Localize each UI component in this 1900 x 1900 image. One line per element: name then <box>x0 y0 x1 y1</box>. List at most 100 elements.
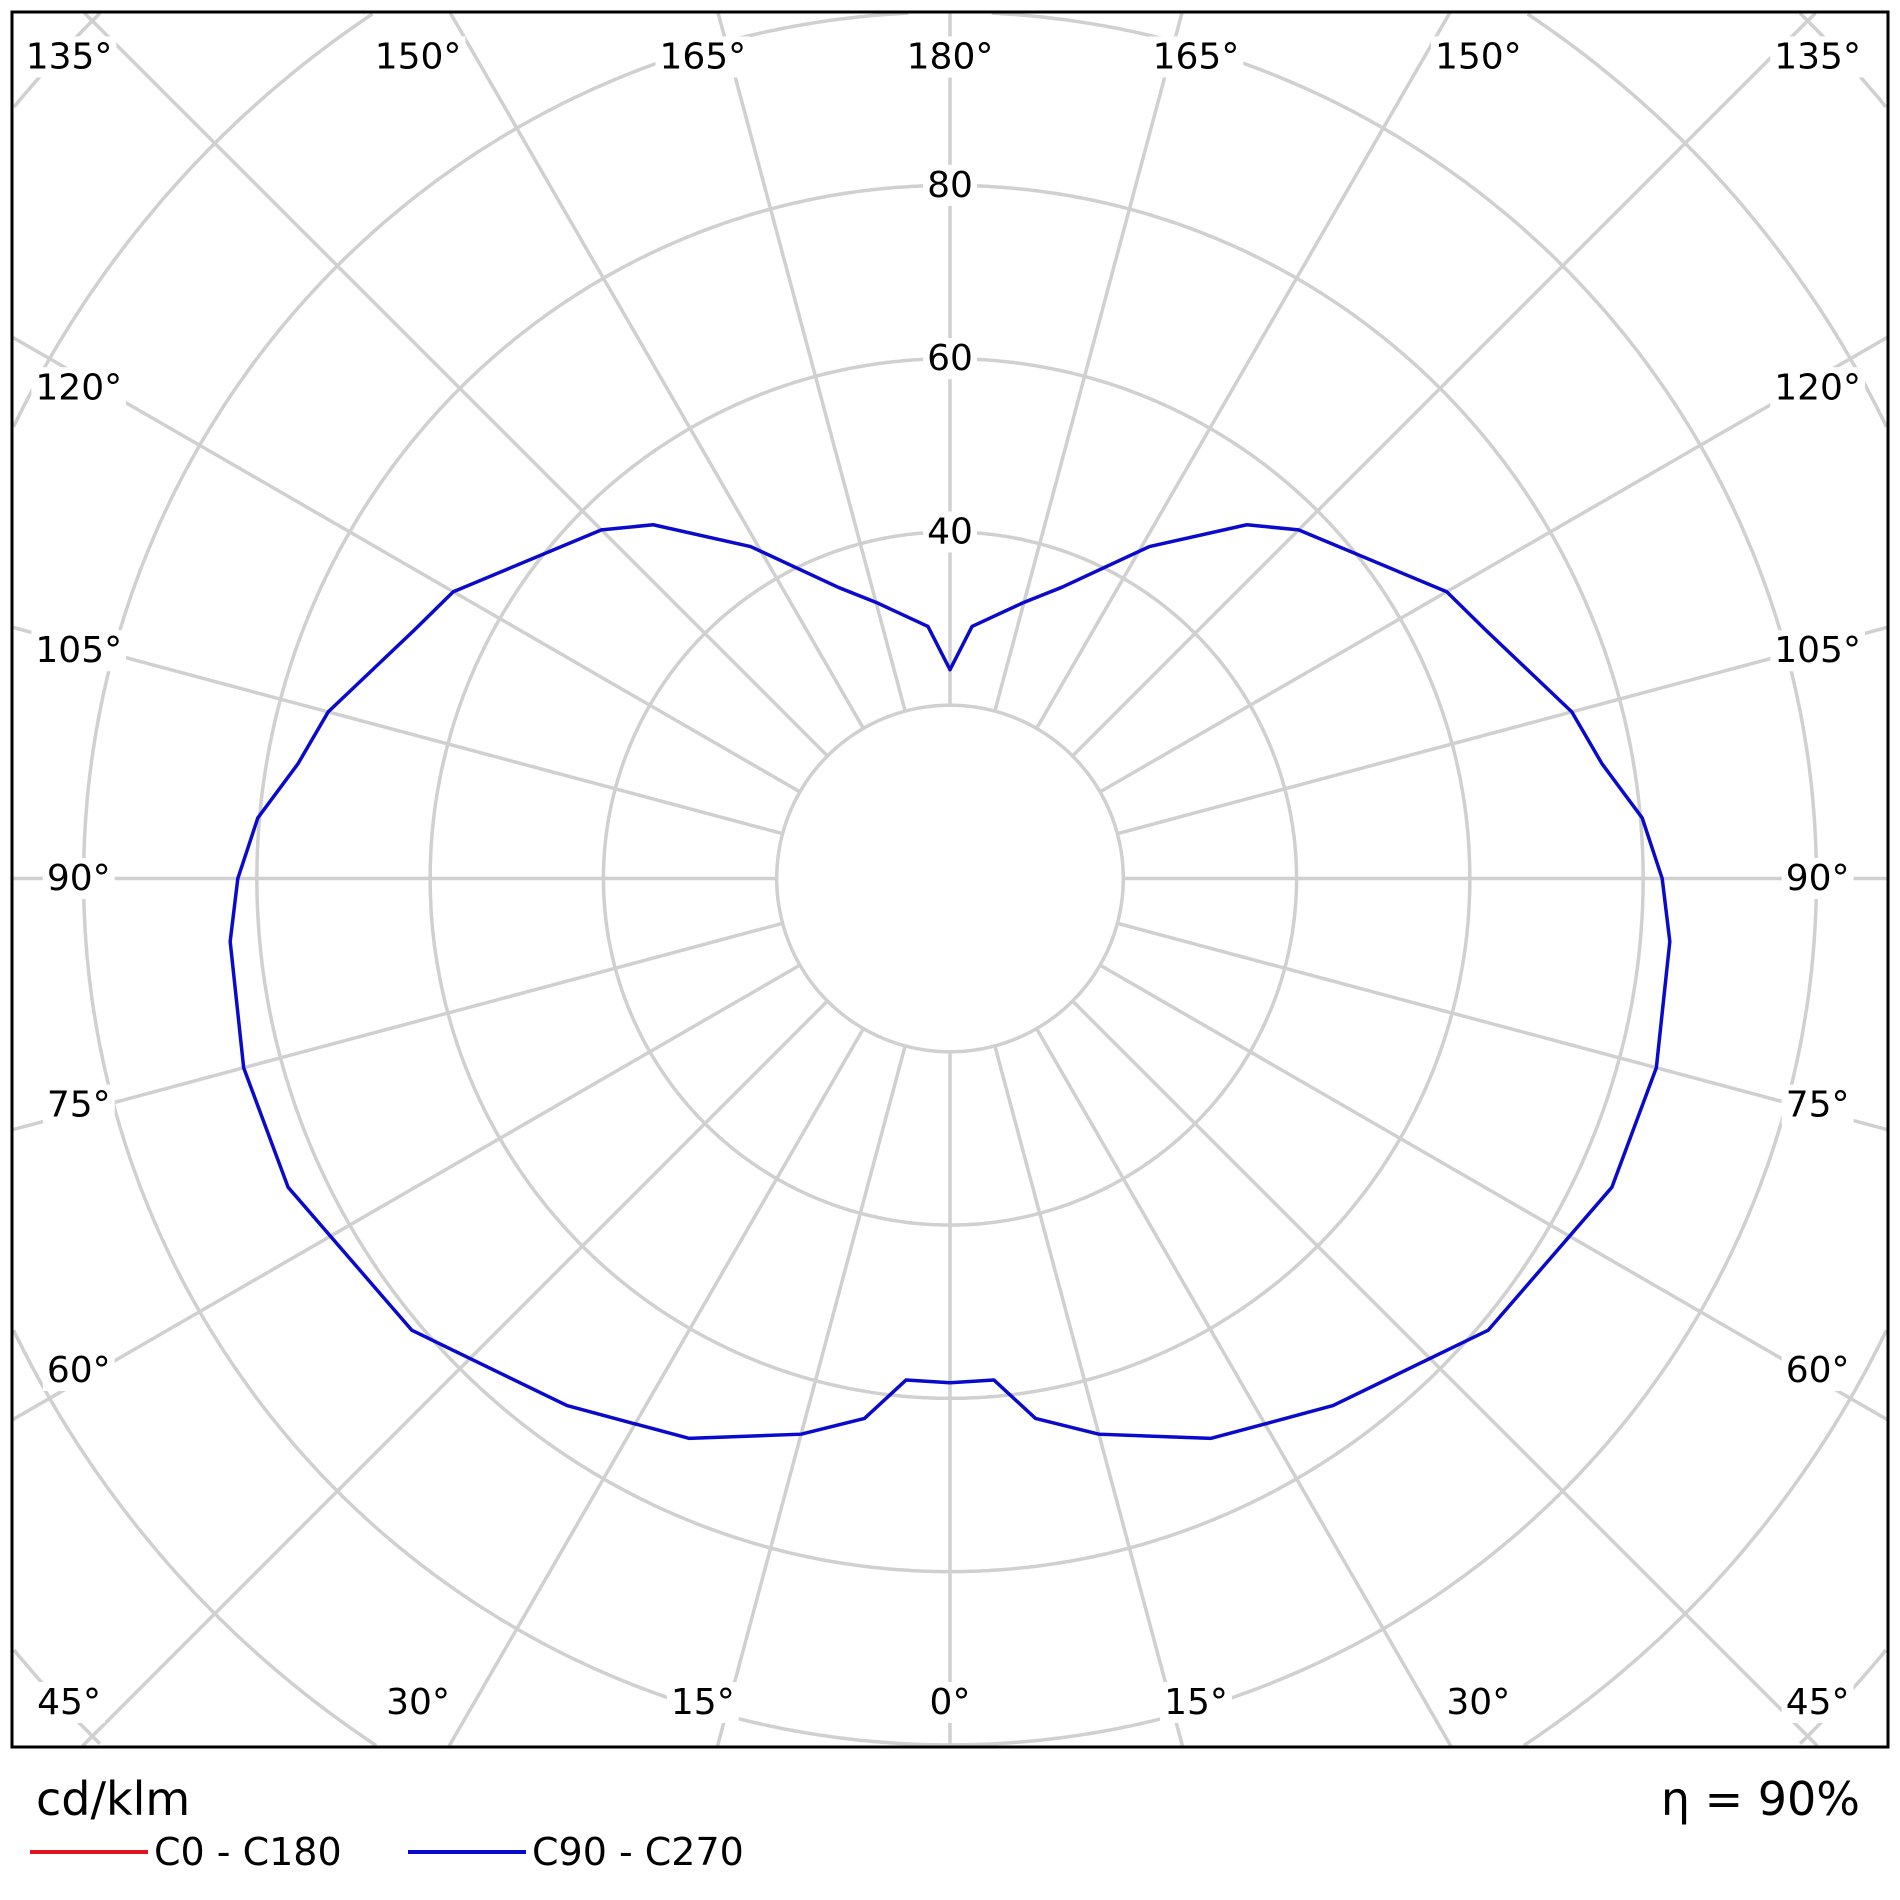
angle-label-right-bg <box>1781 1084 1854 1126</box>
grid-spoke <box>448 12 865 730</box>
angle-label-left-bg <box>31 367 127 409</box>
angle-label-right: 120° <box>1770 367 1865 409</box>
legend-label: C0 - C180 <box>154 1830 342 1874</box>
grid-ring <box>12 12 374 428</box>
angle-label-top-text: 180° <box>907 36 994 77</box>
angle-label-bottom: 0° <box>925 1681 975 1723</box>
grid-spoke <box>12 921 784 1132</box>
angle-label-right-text: 60° <box>1786 1350 1850 1391</box>
angle-label-bottom: 45° <box>1781 1681 1854 1723</box>
angle-label-top-text: 135° <box>26 36 113 77</box>
labels: 40 60 80 135° 150° 165° 180° 165° 150° 135° 45° 30°… <box>21 36 1865 1723</box>
angle-label-left-text: 60° <box>47 1350 111 1391</box>
angle-label-bottom-text: 30° <box>386 1682 450 1723</box>
grid-spoke <box>447 1027 865 1747</box>
angle-label-top-bg <box>902 36 998 78</box>
radial-tick-label-text: 40 <box>927 511 973 552</box>
radial-tick-label-text: 80 <box>927 165 973 206</box>
legend-item-c90-c270: C90 - C270 <box>408 1830 744 1874</box>
grid-ring <box>12 1329 378 1747</box>
legend-swatch <box>30 1850 148 1854</box>
angle-label-left: 105° <box>31 630 127 672</box>
angle-label-bottom-bg <box>33 1681 105 1723</box>
grid-spoke <box>716 12 907 712</box>
grid-ring <box>774 703 1126 1054</box>
grid-spoke <box>715 1045 907 1747</box>
grid-spoke <box>1035 1027 1453 1747</box>
angle-label-top: 135° <box>1770 36 1865 78</box>
angle-label-bottom-text: 15° <box>671 1682 735 1723</box>
angle-label-right-text: 105° <box>1774 630 1861 671</box>
radial-tick-label-bg <box>923 511 977 553</box>
grid-spoke <box>81 999 829 1748</box>
angle-label-right-bg <box>1781 1349 1854 1391</box>
curves <box>228 522 1672 1441</box>
angle-label-bottom-bg <box>1442 1681 1515 1723</box>
angle-label-right: 105° <box>1770 630 1865 672</box>
angle-label-bottom-text: 0° <box>930 1682 971 1723</box>
angle-label-top: 165° <box>655 36 751 78</box>
angle-label-right-text: 90° <box>1786 858 1850 899</box>
angle-label-right-text: 120° <box>1774 367 1861 408</box>
angle-label-left-bg <box>42 1084 115 1126</box>
grid <box>12 11 1888 1748</box>
angle-label-top-text: 135° <box>1774 36 1861 77</box>
radial-tick-label: 60 <box>923 338 977 380</box>
grid-spoke <box>12 625 784 836</box>
angle-label-bottom-bg <box>1160 1681 1232 1723</box>
angle-label-top-bg <box>370 36 466 78</box>
unit-label: cd/klm <box>36 1772 191 1826</box>
angle-label-left-text: 105° <box>35 630 122 671</box>
angle-label-left-text: 90° <box>47 858 111 899</box>
angle-label-right-text: 75° <box>1786 1085 1850 1126</box>
grid-spoke <box>1099 963 1888 1421</box>
legend-item-c0-c180: C0 - C180 <box>30 1830 342 1874</box>
angle-label-right: 90° <box>1781 858 1854 900</box>
grid-ring <box>1522 1329 1888 1747</box>
radial-tick-label-bg <box>923 338 977 380</box>
angle-label-top-bg <box>1148 36 1244 78</box>
radial-tick-label-text: 60 <box>927 338 973 379</box>
angle-label-left: 75° <box>42 1084 115 1126</box>
grid-spoke <box>1116 625 1888 836</box>
angle-label-top: 165° <box>1148 36 1244 78</box>
angle-label-bottom: 15° <box>666 1681 739 1723</box>
legend-label: C90 - C270 <box>532 1830 744 1874</box>
radial-tick-label: 80 <box>923 164 977 206</box>
angle-label-bottom: 15° <box>1160 1681 1232 1723</box>
angle-label-top-bg <box>655 36 751 78</box>
angle-label-top: 135° <box>21 36 117 78</box>
angle-label-bottom: 30° <box>1442 1681 1515 1723</box>
legend-swatch <box>408 1850 526 1854</box>
angle-label-bottom-text: 45° <box>37 1682 101 1723</box>
angle-label-top-text: 165° <box>659 36 746 77</box>
angle-label-left-text: 75° <box>47 1085 111 1126</box>
angle-label-top-text: 165° <box>1153 36 1240 77</box>
grid-spoke <box>12 336 801 794</box>
angle-label-top-text: 150° <box>375 36 462 77</box>
angle-label-bottom-bg <box>1781 1681 1854 1723</box>
angle-label-left: 120° <box>31 367 127 409</box>
angle-label-bottom-text: 30° <box>1446 1682 1510 1723</box>
series-c90-c270 <box>228 522 1672 1441</box>
angle-label-left-text: 120° <box>35 367 122 408</box>
angle-label-bottom-bg <box>382 1681 454 1723</box>
radial-tick-label: 40 <box>923 511 977 553</box>
angle-label-bottom: 30° <box>382 1681 454 1723</box>
angle-label-left-bg <box>42 858 115 900</box>
angle-label-right: 60° <box>1781 1349 1854 1391</box>
angle-label-left-bg <box>31 630 127 672</box>
grid-spoke <box>1099 336 1888 794</box>
angle-label-top: 150° <box>1430 36 1526 78</box>
grid-spoke <box>1071 999 1819 1748</box>
angle-label-right-bg <box>1781 858 1854 900</box>
grid-spoke <box>1035 12 1452 730</box>
frame <box>10 10 1890 1749</box>
angle-label-top-bg <box>21 36 117 78</box>
angle-label-right-bg <box>1770 367 1865 409</box>
angle-label-top: 180° <box>902 36 998 78</box>
angle-label-top: 150° <box>370 36 466 78</box>
angle-label-top-bg <box>1770 36 1865 78</box>
grid-spoke <box>993 12 1184 712</box>
